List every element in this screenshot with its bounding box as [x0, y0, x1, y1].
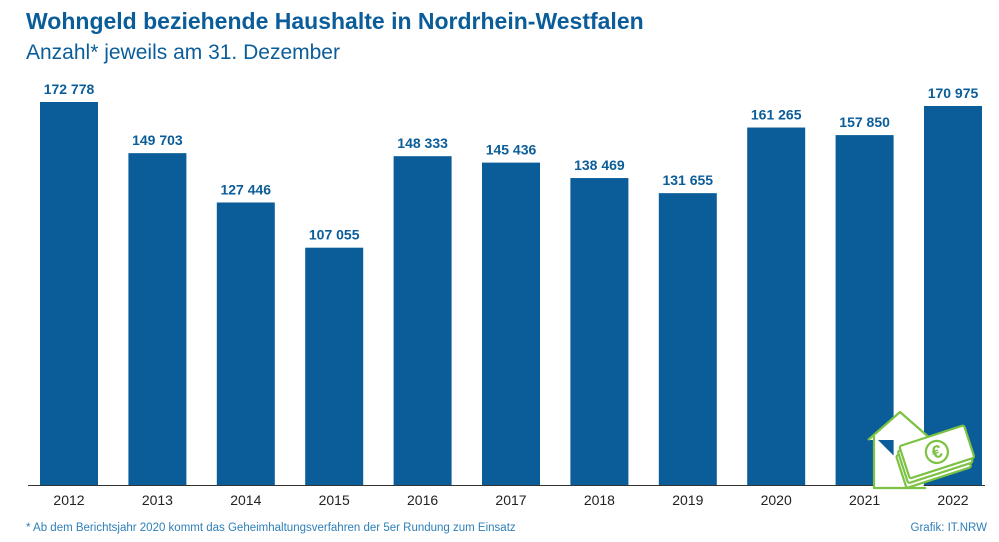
- bar-2013: [128, 153, 187, 485]
- x-tick-label-2013: 2013: [142, 492, 173, 508]
- bar-2018: [570, 178, 629, 486]
- data-label-2015: 107 055: [309, 227, 360, 243]
- x-tick-label-2020: 2020: [761, 492, 792, 508]
- x-tick-label-2018: 2018: [584, 492, 615, 508]
- bar-2012: [40, 102, 98, 485]
- x-tick-label-2012: 2012: [53, 492, 84, 508]
- data-label-2014: 127 446: [220, 181, 271, 197]
- data-label-2016: 148 333: [397, 135, 448, 151]
- bar-2019: [658, 193, 717, 485]
- bar-2022: [924, 105, 982, 486]
- x-tick-label-2019: 2019: [672, 492, 703, 508]
- data-label-2017: 145 436: [486, 142, 537, 158]
- bar-2017: [482, 162, 540, 485]
- data-label-2022: 170 975: [928, 85, 979, 101]
- chart-subtitle: Anzahl* jeweils am 31. Dezember: [26, 41, 340, 64]
- x-tick-label-2022: 2022: [937, 492, 968, 508]
- footnote: * Ab dem Berichtsjahr 2020 kommt das Geh…: [26, 522, 516, 534]
- x-tick-label-2016: 2016: [407, 492, 438, 508]
- house-money-euro-icon: €: [867, 410, 976, 490]
- x-tick-label-2021: 2021: [849, 492, 880, 508]
- bar-2016: [393, 156, 452, 485]
- source-credit: Grafik: IT.NRW: [910, 522, 987, 534]
- x-tick-label-2014: 2014: [230, 492, 261, 508]
- x-tick-label-2015: 2015: [319, 492, 350, 508]
- data-label-2020: 161 265: [751, 107, 802, 123]
- bar-2020: [747, 127, 806, 486]
- bar-2015: [305, 247, 364, 485]
- data-label-2021: 157 850: [839, 114, 890, 130]
- chart-title: Wohngeld beziehende Haushalte in Nordrhe…: [26, 8, 644, 34]
- data-label-2019: 131 655: [662, 172, 713, 188]
- x-tick-label-2017: 2017: [495, 492, 526, 508]
- bar-2014: [216, 202, 275, 486]
- data-label-2012: 172 778: [44, 81, 95, 97]
- data-label-2018: 138 469: [574, 157, 625, 173]
- data-label-2013: 149 703: [132, 132, 183, 148]
